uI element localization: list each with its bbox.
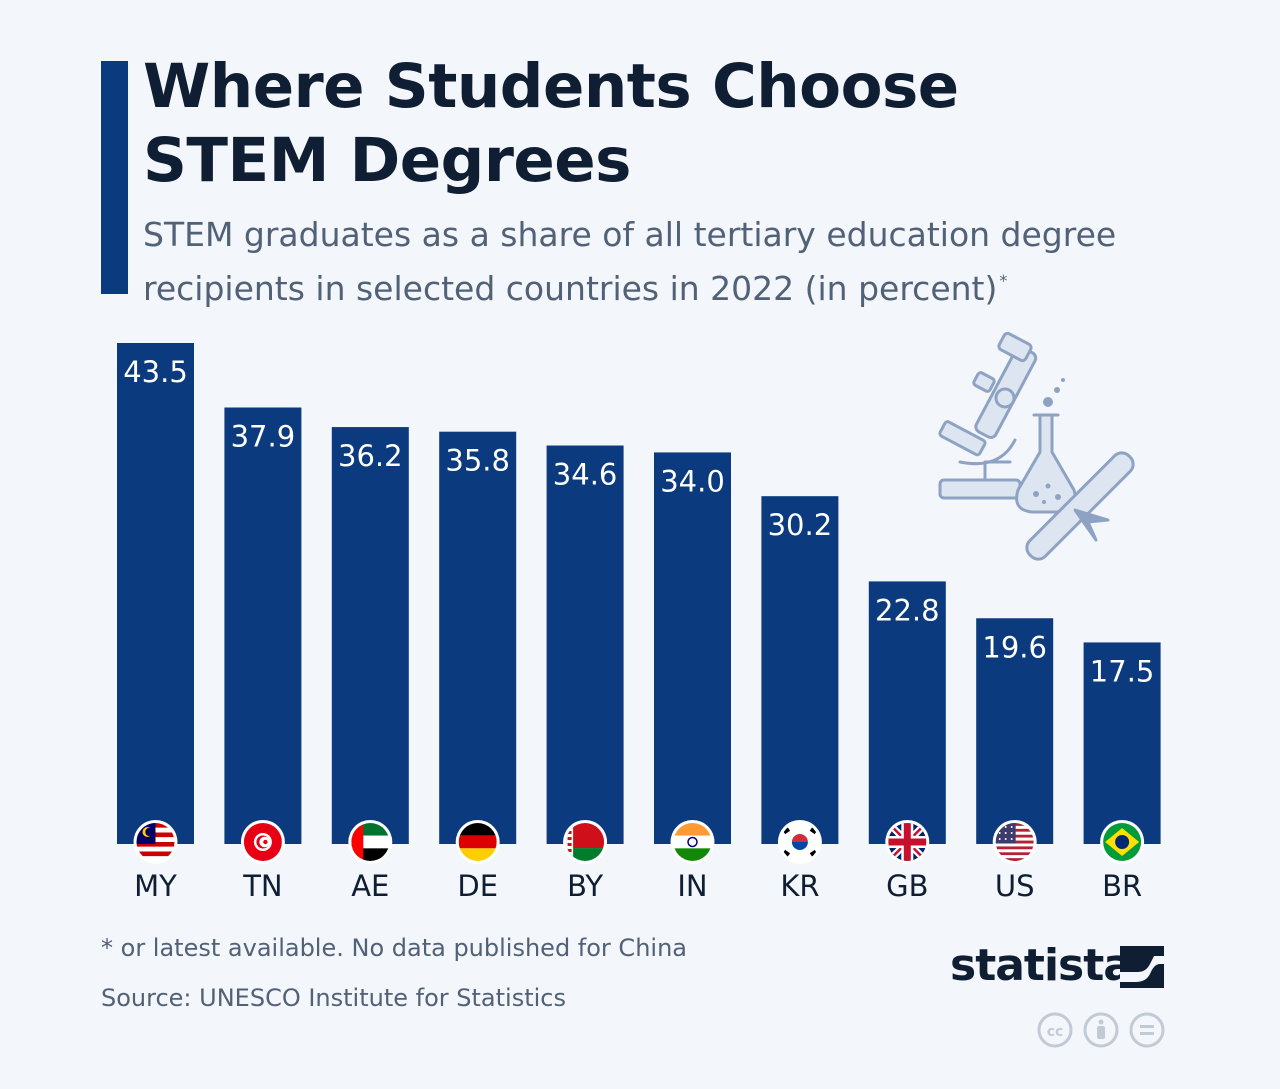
category-label: US	[995, 869, 1035, 903]
category-label: DE	[457, 869, 498, 903]
value-label: 37.9	[231, 419, 296, 453]
germany-flag-icon	[455, 820, 500, 864]
value-label: 22.8	[875, 593, 940, 627]
category-label: IN	[677, 869, 707, 903]
brazil-flag-icon	[1100, 820, 1145, 864]
bar-gb	[868, 581, 946, 844]
tunisia-flag-icon	[240, 820, 285, 864]
belarus-flag-icon	[563, 820, 608, 864]
category-label: BY	[567, 869, 603, 903]
footnote: * or latest available. No data published…	[101, 934, 687, 962]
labels-layer: 43.5 MY 37.9 TN 36.2 AE 35.8 DE 34.6 BY 34.0 IN 30.2…	[123, 355, 1154, 903]
usa-flag-icon	[992, 820, 1037, 864]
statista-mark-icon	[1120, 946, 1164, 988]
page-title: Where Students Choose STEM Degrees	[143, 51, 959, 196]
bar-br	[1083, 642, 1161, 844]
value-label: 43.5	[123, 355, 188, 389]
bar-de	[439, 431, 517, 844]
uae-flag-icon	[348, 820, 393, 864]
value-label: 36.2	[338, 439, 403, 473]
south-korea-flag-icon	[777, 820, 822, 864]
statista-wordmark: statista	[950, 940, 1133, 991]
flags-layer	[133, 820, 1145, 864]
bar-my	[117, 343, 194, 844]
category-label: AE	[351, 869, 389, 903]
uk-flag-icon	[885, 820, 930, 864]
value-label: 17.5	[1090, 654, 1155, 688]
microscope-icon	[938, 331, 1038, 500]
subtitle-text: STEM graduates as a share of all tertiar…	[143, 215, 1117, 308]
bar-us	[976, 618, 1054, 844]
category-label: MY	[134, 869, 177, 903]
no-derivatives-icon	[1129, 1012, 1165, 1048]
category-label: BR	[1102, 869, 1142, 903]
value-label: 30.2	[768, 508, 833, 542]
bars-layer	[117, 343, 1161, 844]
diploma-icon	[1025, 451, 1135, 561]
malaysia-flag-icon	[133, 820, 178, 864]
category-label: TN	[242, 869, 282, 903]
creative-commons-icon: cc	[1037, 1012, 1073, 1048]
bar-ae	[331, 427, 409, 844]
category-label: KR	[780, 869, 819, 903]
svg-text:cc: cc	[1047, 1024, 1064, 1040]
stem-illustration	[938, 331, 1135, 561]
subtitle-footnote-marker: *	[999, 271, 1008, 290]
value-label: 34.0	[660, 464, 725, 498]
value-label: 35.8	[445, 444, 510, 478]
value-label: 19.6	[982, 630, 1047, 664]
bar-in	[654, 452, 731, 844]
bar-tn	[224, 407, 302, 844]
license-icons: cc	[1037, 1012, 1165, 1048]
flask-icon	[1015, 378, 1077, 514]
title-accent-bar	[101, 61, 128, 294]
value-label: 34.6	[553, 458, 618, 492]
bar-by	[546, 445, 624, 844]
category-label: GB	[886, 869, 928, 903]
page-subtitle: STEM graduates as a share of all tertiar…	[143, 212, 1203, 312]
source-note: Source: UNESCO Institute for Statistics	[101, 984, 566, 1012]
bar-kr	[761, 496, 839, 844]
statista-logo[interactable]: statista	[950, 938, 1170, 994]
india-flag-icon	[670, 820, 715, 864]
attribution-icon	[1083, 1012, 1119, 1048]
